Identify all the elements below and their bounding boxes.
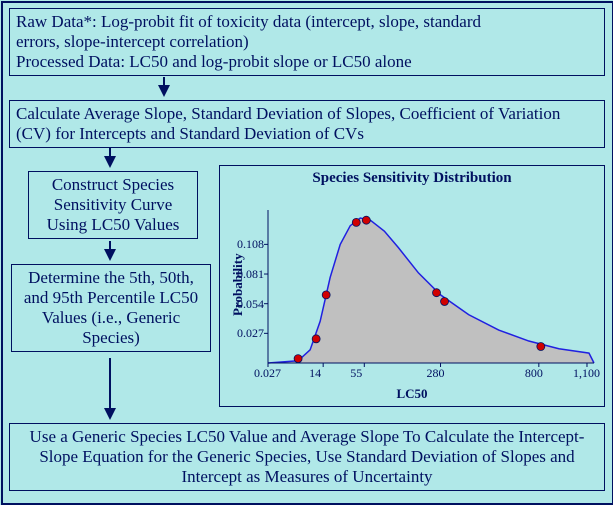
generic-box: Use a Generic Species LC50 Value and Ave… xyxy=(9,423,605,491)
arrow-4-stem xyxy=(109,358,111,410)
xtick: 280 xyxy=(427,366,445,381)
ytick: 0.081 xyxy=(237,267,264,282)
chart-xlabel: LC50 xyxy=(220,386,604,402)
xtick: 14 xyxy=(309,366,321,381)
xtick: 0.027 xyxy=(254,366,281,381)
ytick: 0.027 xyxy=(237,326,264,341)
arrow-4-head xyxy=(104,408,116,420)
arrow-1-head xyxy=(158,85,170,97)
calc-avg-text: Calculate Average Slope, Standard Deviat… xyxy=(16,104,560,143)
ytick: 0.108 xyxy=(237,237,264,252)
arrow-2-head xyxy=(104,156,116,168)
ssd-chart: Species Sensitivity Distribution Probabi… xyxy=(219,165,605,407)
ytick: 0.054 xyxy=(237,297,264,312)
determine-box: Determine the 5th, 50th, and 95th Percen… xyxy=(11,264,211,352)
diagram-frame: Raw Data*: Log-probit fit of toxicity da… xyxy=(1,1,613,505)
xtick: 55 xyxy=(350,366,362,381)
ssd-plot xyxy=(220,190,604,390)
chart-title: Species Sensitivity Distribution xyxy=(220,166,604,191)
construct-box: Construct Species Sensitivity Curve Usin… xyxy=(28,171,198,239)
calc-avg-box: Calculate Average Slope, Standard Deviat… xyxy=(9,100,605,148)
arrow-3-head xyxy=(104,249,116,261)
xtick: 800 xyxy=(525,366,543,381)
raw-data-box: Raw Data*: Log-probit fit of toxicity da… xyxy=(9,8,605,76)
xtick: 1,100 xyxy=(573,366,600,381)
